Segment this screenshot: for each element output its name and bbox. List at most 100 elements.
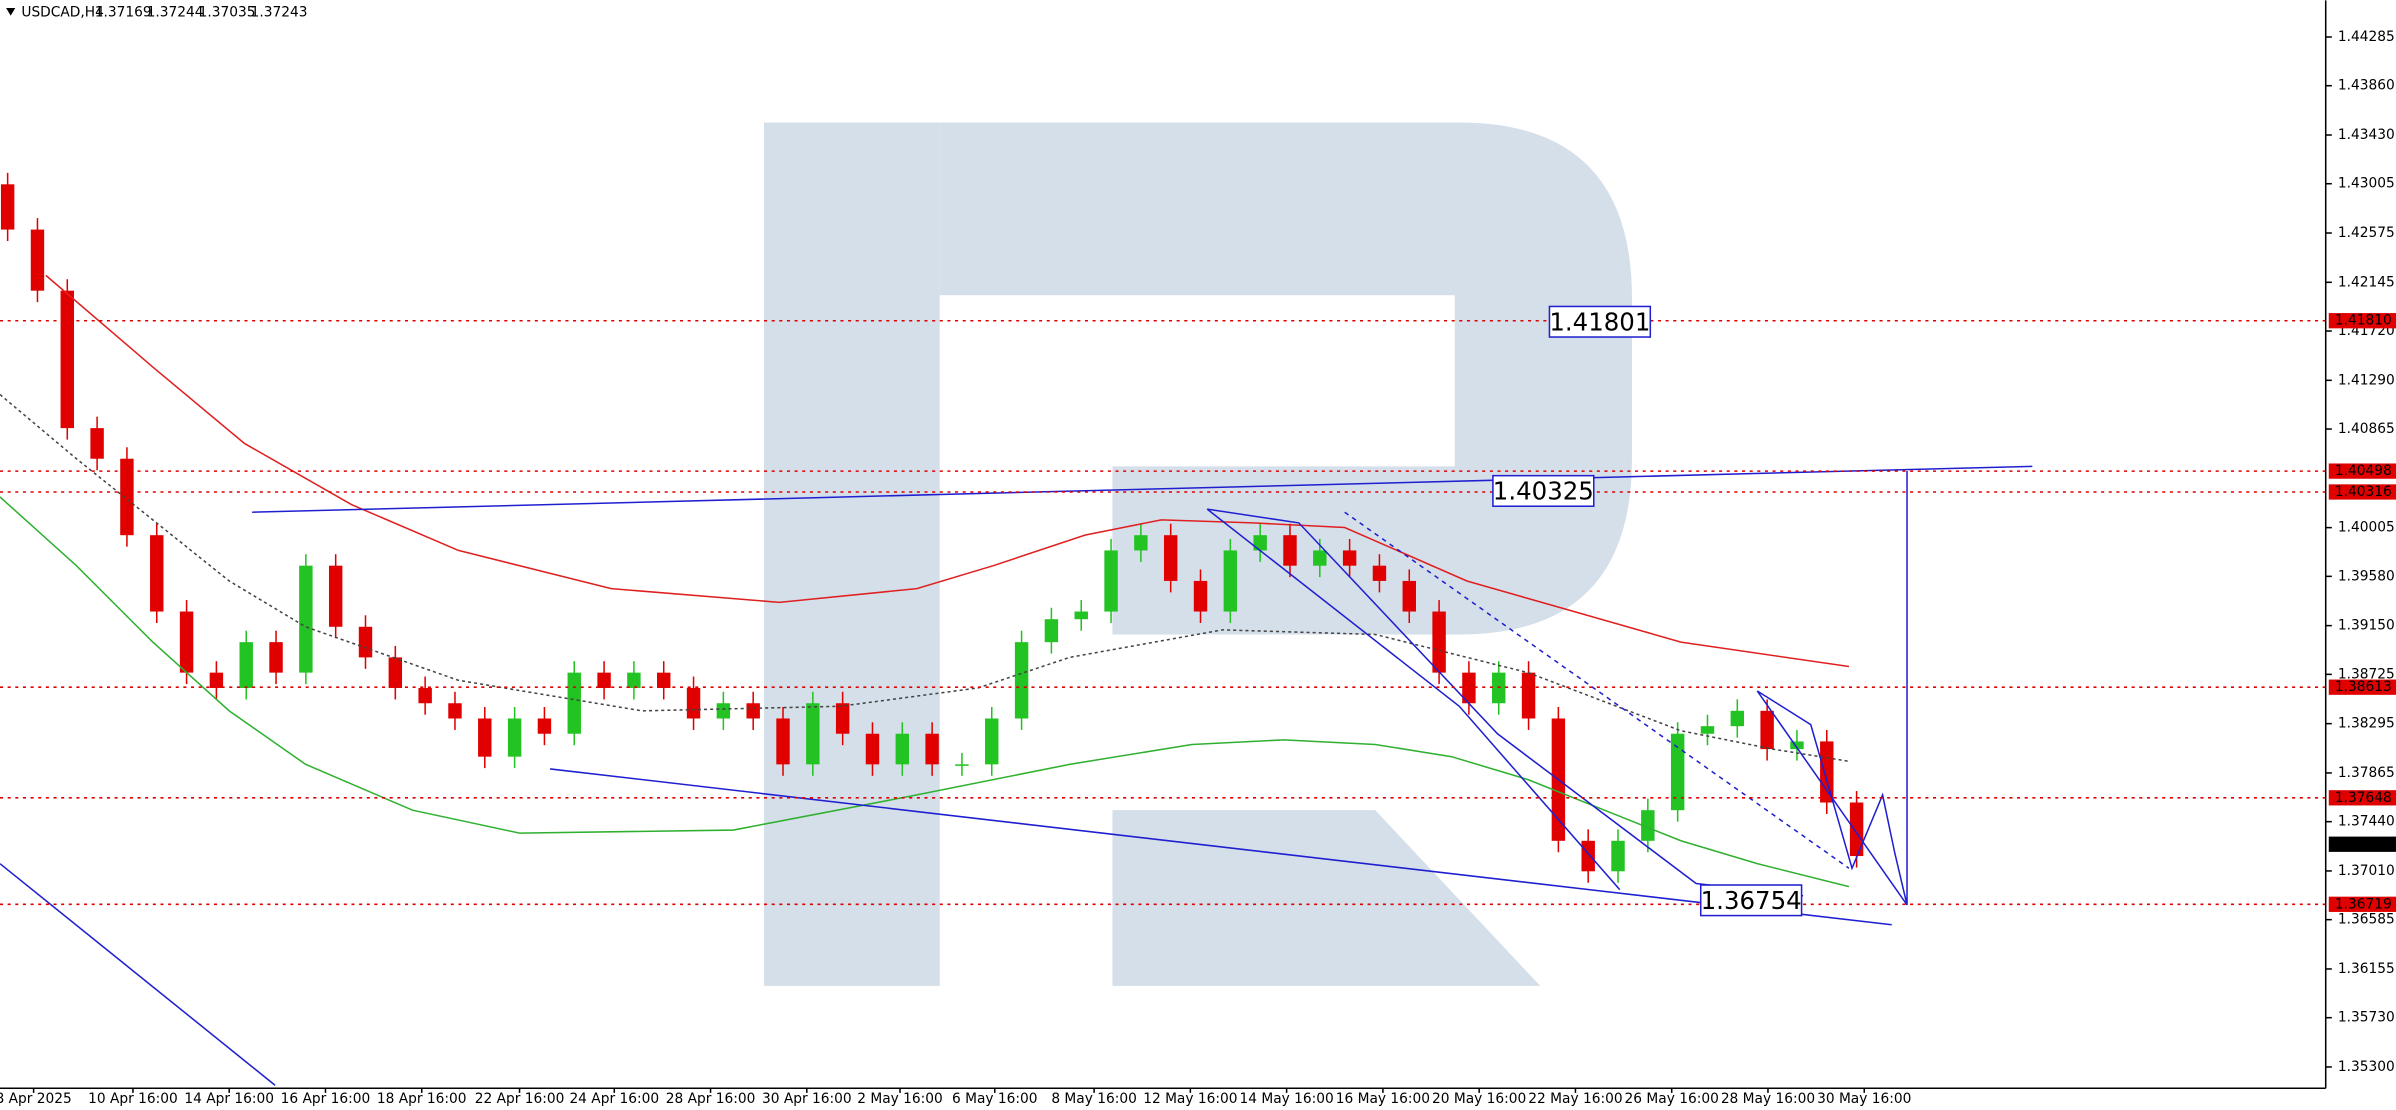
candle-body [60, 290, 74, 429]
x-tick-label: 12 May 16:00 [1143, 1091, 1237, 1107]
candle-body [1283, 535, 1297, 566]
candle-body [835, 703, 850, 734]
x-tick-label: 14 Apr 16:00 [184, 1091, 274, 1107]
menu-icon[interactable] [6, 7, 16, 16]
x-tick-label: 24 Apr 16:00 [569, 1091, 659, 1107]
candle-body [328, 565, 343, 627]
x-tick-label: 30 Apr 16:00 [762, 1091, 852, 1107]
candle-body [358, 626, 373, 658]
candle-body [1044, 619, 1059, 643]
candle-body [1223, 550, 1238, 612]
x-tick-label: 14 May 16:00 [1239, 1091, 1333, 1107]
y-tick-label: 1.42145 [2338, 274, 2395, 290]
candle-body [686, 687, 701, 719]
candle-body [746, 703, 760, 719]
target-box [1699, 884, 1803, 917]
candle-body [269, 642, 283, 673]
level-label-bg [2328, 790, 2396, 806]
x-tick-label: 16 May 16:00 [1336, 1091, 1430, 1107]
y-tick-label: 1.41290 [2338, 372, 2395, 388]
level-label: 1.41810 [2335, 313, 2392, 329]
candle-body [209, 672, 224, 688]
y-tick-label: 1.35730 [2338, 1010, 2395, 1026]
candle-body [507, 718, 522, 757]
candle-body [1790, 741, 1804, 750]
x-tick-label: 6 May 16:00 [952, 1091, 1038, 1107]
candle-body [418, 687, 432, 704]
candle-body [388, 657, 403, 688]
x-tick-label: 28 Apr 16:00 [666, 1091, 756, 1107]
candle-body [0, 184, 15, 230]
y-tick-label: 1.43430 [2338, 127, 2395, 143]
candle-body [895, 733, 910, 765]
candle-body [1104, 550, 1118, 612]
y-tick-label: 1.43005 [2338, 176, 2395, 192]
y-tick-label: 1.36155 [2338, 961, 2395, 977]
candle-body [448, 703, 462, 719]
y-tick-label: 1.40005 [2338, 520, 2395, 536]
y-tick-label: 1.44285 [2338, 29, 2395, 45]
y-tick-label: 1.37010 [2338, 863, 2395, 879]
candle-body [1670, 733, 1685, 811]
candle-body [1253, 535, 1267, 551]
candle-body [478, 718, 492, 757]
candle-body [925, 733, 939, 765]
current-price-bg [2328, 836, 2396, 852]
x-tick-label: 2 May 16:00 [857, 1091, 943, 1107]
level-label: 1.37648 [2335, 790, 2392, 806]
candle-body [1641, 810, 1655, 841]
candle-body [567, 672, 581, 734]
level-label: 1.38613 [2335, 679, 2392, 695]
candle-body [1193, 580, 1208, 612]
current-price-label: 1.37243 [2335, 836, 2392, 852]
target-label: 1.40325 [1493, 476, 1594, 505]
candle-body [537, 718, 552, 734]
y-tick-label: 1.39580 [2338, 568, 2395, 584]
x-tick-label: 28 May 16:00 [1721, 1091, 1815, 1107]
target-label: 1.41801 [1549, 307, 1650, 336]
candle-body [90, 428, 104, 459]
candle-body [1849, 802, 1864, 857]
candle-body [150, 535, 164, 612]
candle-body [627, 672, 641, 688]
candle-body [657, 672, 671, 688]
level-label-bg [2328, 313, 2396, 329]
y-tick-label: 1.38295 [2338, 716, 2395, 732]
indicators [0, 274, 1850, 888]
y-tick-label: 1.42575 [2338, 225, 2395, 241]
candle-body [1611, 840, 1625, 872]
overlay: 1.41801 1.40325 1.36754 [0, 305, 2326, 917]
candle-body [1820, 741, 1834, 803]
candle-body [1581, 840, 1595, 872]
target-box [1548, 305, 1652, 338]
x-tick-label: 26 May 16:00 [1625, 1091, 1719, 1107]
candle-body [806, 703, 820, 765]
y-tick-label: 1.37440 [2338, 814, 2395, 830]
candle-body [1014, 642, 1029, 719]
level-label: 1.36719 [2335, 896, 2392, 912]
candle-body [299, 565, 313, 673]
watermark [764, 122, 1632, 986]
candle-body [955, 764, 969, 766]
candle-body [1700, 726, 1715, 734]
y-tick-label: 1.38725 [2338, 666, 2395, 682]
candle-body [1163, 535, 1178, 581]
x-tick-label: 22 May 16:00 [1528, 1091, 1622, 1107]
y-tick-label: 1.43860 [2338, 78, 2395, 94]
y-tick-label: 1.35300 [2338, 1059, 2395, 1075]
candle-body [239, 642, 253, 688]
x-tick-label: 16 Apr 16:00 [281, 1091, 371, 1107]
y-tick-label: 1.37865 [2338, 765, 2395, 781]
x-tick-label: 30 May 16:00 [1817, 1091, 1911, 1107]
candle-body [1342, 550, 1357, 566]
level-label-bg [2328, 896, 2396, 912]
candle-body [865, 733, 880, 765]
candle-body [1074, 611, 1088, 620]
candle-body [985, 718, 999, 765]
target-label: 1.36754 [1701, 886, 1802, 915]
symbol: USDCAD,H4 [21, 5, 103, 21]
candle-body [1521, 672, 1536, 719]
level-label-bg [2328, 484, 2396, 500]
